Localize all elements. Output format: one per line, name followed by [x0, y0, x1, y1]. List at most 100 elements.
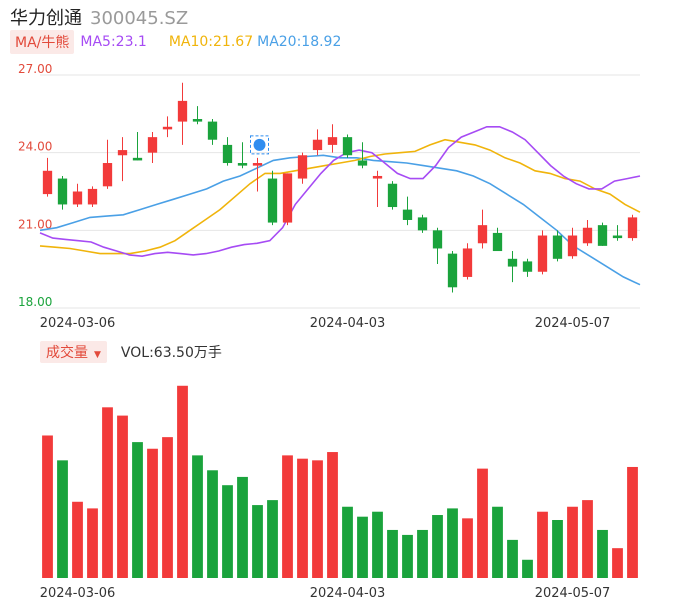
ma20-value: MA20:18.92: [257, 34, 342, 50]
candle-body: [57, 178, 68, 205]
candle: [132, 131, 143, 161]
candle-body: [627, 217, 638, 239]
candle: [102, 139, 113, 189]
candle-body: [177, 100, 188, 122]
volume-bar: [342, 506, 353, 578]
candle-body: [192, 119, 203, 122]
volume-bar: [597, 529, 608, 578]
candle-body: [612, 235, 623, 239]
candle: [192, 106, 203, 125]
ma5-line: [39, 126, 641, 258]
ma-legend: MA/牛熊 MA5:23.1 MA10:21.67 MA20:18.92: [10, 30, 342, 54]
candle-body: [102, 163, 113, 187]
candle-body: [162, 126, 173, 130]
candle: [567, 227, 578, 259]
candle: [492, 227, 503, 252]
volume-bar: [327, 452, 338, 578]
candle: [57, 175, 68, 210]
volume-x-tick-label: 2024-04-03: [310, 586, 386, 601]
volume-bar: [237, 476, 248, 578]
candle: [522, 258, 533, 277]
candle-body: [252, 163, 263, 166]
volume-toggle-button[interactable]: 成交量 ▼: [40, 341, 107, 363]
volume-bar: [432, 515, 443, 578]
candle: [207, 119, 218, 145]
volume-bar: [57, 460, 68, 578]
candle: [582, 219, 593, 246]
candle-body: [267, 178, 278, 223]
candle: [87, 186, 98, 208]
candle: [357, 142, 368, 169]
candle-body: [282, 173, 293, 223]
marker-frame: [250, 135, 269, 155]
candle-body: [582, 227, 593, 244]
candle: [387, 181, 398, 210]
volume-bars: [42, 385, 638, 578]
volume-x-tick-label: 2024-03-06: [40, 586, 116, 601]
candle: [147, 131, 158, 164]
volume-bar: [117, 415, 128, 578]
candle-body: [387, 183, 398, 208]
volume-bar: [177, 385, 188, 578]
candle-body: [597, 225, 608, 246]
candle-body: [432, 230, 443, 249]
candle: [627, 214, 638, 241]
volume-bar: [537, 511, 548, 578]
ma10-line: [39, 138, 641, 255]
volume-bar: [582, 500, 593, 578]
candle: [462, 243, 473, 280]
candle-body: [357, 160, 368, 166]
candle: [42, 157, 53, 197]
candle: [537, 230, 548, 275]
volume-legend: 成交量 ▼ VOL:63.50万手: [40, 341, 222, 363]
candle-body: [132, 157, 143, 161]
y-tick-label: 24.00: [18, 140, 52, 154]
candle-body: [72, 191, 83, 205]
volume-bar: [72, 501, 83, 578]
y-tick-label: 18.00: [18, 295, 52, 309]
volume-bar: [492, 506, 503, 578]
candle-body: [447, 253, 458, 288]
candle-body: [552, 235, 563, 259]
candle: [327, 124, 338, 153]
ma10-value: MA10:21.67: [168, 34, 254, 50]
candle: [222, 137, 233, 166]
candle: [477, 209, 488, 249]
candle-body: [312, 139, 323, 151]
candle: [117, 137, 128, 182]
ma-toggle-button[interactable]: MA/牛熊: [10, 30, 75, 54]
candles: [42, 82, 638, 293]
candle: [552, 230, 563, 262]
candle: [402, 196, 413, 226]
volume-bar: [387, 529, 398, 578]
event-marker-icon: [250, 135, 269, 155]
candle-body: [567, 235, 578, 257]
candle-body: [402, 209, 413, 220]
candle-body: [42, 170, 53, 195]
x-tick-label: 2024-03-06: [40, 316, 116, 331]
candle-body: [372, 175, 383, 179]
volume-bar: [207, 470, 218, 578]
volume-bar: [42, 435, 53, 578]
volume-bar: [507, 539, 518, 578]
candle-body: [327, 137, 338, 145]
volume-bar: [462, 518, 473, 578]
candle: [597, 222, 608, 246]
candle: [177, 82, 188, 145]
volume-bar: [267, 500, 278, 578]
stock-name: 华力创通: [10, 8, 82, 29]
candle: [162, 116, 173, 138]
candle: [312, 129, 323, 156]
volume-bar: [297, 458, 308, 578]
candle: [297, 152, 308, 184]
volume-bar: [222, 485, 233, 578]
volume-value: VOL:63.50万手: [120, 345, 222, 361]
ma5-value: MA5:23.1: [80, 34, 147, 50]
volume-bar: [417, 529, 428, 578]
volume-bar: [312, 460, 323, 578]
x-tick-label: 2024-04-03: [310, 316, 386, 331]
candle: [372, 170, 383, 208]
candle: [507, 251, 518, 283]
candle-body: [342, 137, 353, 156]
